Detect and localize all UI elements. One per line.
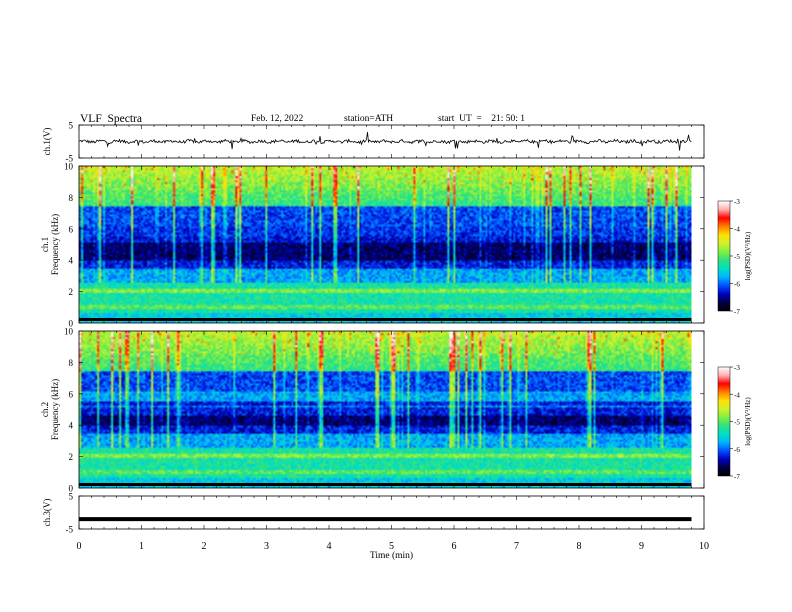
colorbar-tick-label: -3 [734, 198, 740, 206]
x-tick-label: 5 [389, 541, 394, 552]
low-frequency-band [79, 483, 692, 486]
colorbar-tick-label: -7 [734, 473, 740, 481]
ch2-spectrogram-ylabel-2: Frequency (kHz) [50, 379, 60, 440]
x-tick-label: 3 [264, 541, 269, 552]
ch2-colorbar-label: log(PSD)(V²/Hz) [744, 397, 752, 446]
x-tick-label: 10 [699, 541, 709, 552]
ch2-colorbar [717, 366, 731, 477]
ch1-spectrogram-ytick-label: 0 [69, 319, 74, 329]
ch1-spectrogram-ytick-label: 2 [69, 287, 74, 297]
start-time-label: start UT = 21: 50: 1 [438, 114, 525, 124]
x-tick-label: 2 [202, 541, 207, 552]
x-tick-label: 1 [139, 541, 144, 552]
x-tick-label: 8 [577, 541, 582, 552]
ch1-waveform-ylabel: ch.1(V) [42, 128, 52, 156]
ch3-waveform-frame [78, 495, 705, 530]
colorbar-tick-label: -4 [734, 391, 740, 399]
date-label: Feb. 12, 2022 [251, 114, 304, 124]
colorbar-tick-label: -3 [734, 364, 740, 372]
figure-title: VLF Spectra [80, 113, 142, 125]
ch1-colorbar [717, 200, 731, 312]
x-axis-label: Time (min) [370, 550, 413, 561]
station-label: station=ATH [344, 114, 394, 124]
colorbar-tick-label: -6 [734, 281, 740, 289]
x-tick-label: 0 [77, 541, 82, 552]
ch2-spectrogram-ytick-label: 10 [64, 327, 74, 337]
ch1-colorbar-label: log(PSD)(V²/Hz) [744, 231, 752, 280]
ch1-spectrogram-ytick-label: 8 [69, 193, 74, 203]
ch2-spectrogram-ytick-label: 6 [69, 389, 74, 399]
ch3-waveform-ytick-label: -5 [66, 525, 74, 535]
ch1-spectrogram-image [79, 166, 692, 323]
ch1-spectrogram-ylabel-2: Frequency (kHz) [50, 214, 60, 275]
ch3-waveform-ylabel: ch.3(V) [42, 499, 52, 527]
ch2-spectrogram-image [79, 331, 692, 488]
ch1-spectrogram-ytick-label: 4 [69, 256, 74, 266]
colorbar-tick-label: -7 [734, 308, 740, 316]
x-tick-label: 4 [327, 541, 332, 552]
colorbar-tick-label: -4 [734, 226, 740, 234]
ch2-spectrogram-ytick-label: 8 [69, 358, 74, 368]
ch2-spectrogram-ylabel-1: ch.2 [40, 402, 50, 417]
ch1-spectrogram-ytick-label: 6 [69, 224, 74, 234]
colorbar-tick-label: -5 [734, 253, 740, 261]
x-tick-label: 7 [514, 541, 519, 552]
ch3-waveform-ytick-label: 5 [69, 492, 74, 502]
ch2-spectrogram-ytick-label: 4 [69, 421, 74, 431]
ch2-spectrogram-ytick-label: 0 [69, 484, 74, 494]
ch1-waveform-trace [78, 131, 692, 151]
ch1-spectrogram-ylabel-1: ch.1 [40, 237, 50, 252]
low-frequency-band [79, 318, 692, 321]
ch1-waveform-ytick-label: 5 [69, 121, 74, 131]
x-tick-label: 9 [639, 541, 644, 552]
ch1-spectrogram-ytick-label: 10 [64, 162, 74, 172]
colorbar-tick-label: -5 [734, 419, 740, 427]
colorbar-tick-label: -6 [734, 446, 740, 454]
ch1-waveform-frame [78, 124, 705, 159]
ch2-spectrogram-ytick-label: 2 [69, 452, 74, 462]
x-tick-label: 6 [452, 541, 457, 552]
ch1-waveform-ytick-label: -5 [66, 154, 74, 164]
